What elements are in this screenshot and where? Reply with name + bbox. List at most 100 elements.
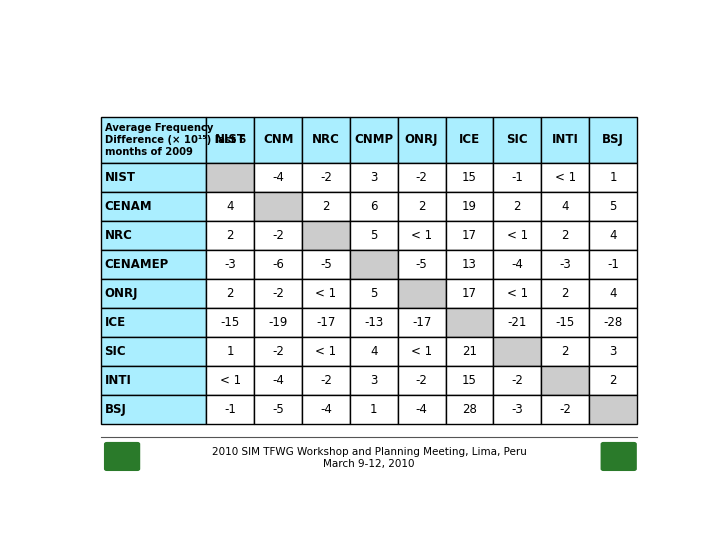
FancyBboxPatch shape (600, 442, 637, 471)
Text: 4: 4 (227, 200, 234, 213)
Bar (589, 221, 637, 251)
Text: Average Frequency
Difference (× 10¹⁵) last 6
months of 2009: Average Frequency Difference (× 10¹⁵) la… (104, 124, 246, 157)
Bar (493, 308, 541, 338)
Text: < 1: < 1 (411, 230, 432, 242)
Bar (254, 338, 302, 367)
Text: 4: 4 (609, 230, 616, 242)
Text: -2: -2 (272, 287, 284, 300)
Text: -4: -4 (272, 374, 284, 387)
Bar (350, 251, 397, 279)
Bar (397, 308, 446, 338)
Bar (350, 395, 397, 424)
Text: 3: 3 (609, 346, 616, 359)
Bar (350, 117, 397, 163)
Bar (254, 192, 302, 221)
Bar (446, 279, 493, 308)
Text: ONRJ: ONRJ (104, 287, 138, 300)
Bar (397, 117, 446, 163)
Text: -5: -5 (272, 403, 284, 416)
Text: -5: -5 (415, 258, 428, 271)
Bar (254, 251, 302, 279)
Text: -17: -17 (412, 316, 431, 329)
Text: 2: 2 (227, 287, 234, 300)
Text: BSJ: BSJ (104, 403, 127, 416)
Bar (302, 338, 350, 367)
Text: 2: 2 (562, 287, 569, 300)
Bar (254, 163, 302, 192)
Text: 1: 1 (227, 346, 234, 359)
Bar (397, 395, 446, 424)
Bar (350, 279, 397, 308)
Bar (541, 367, 589, 395)
Bar (101, 251, 207, 279)
Text: 4: 4 (562, 200, 569, 213)
Text: < 1: < 1 (507, 230, 528, 242)
Text: < 1: < 1 (507, 287, 528, 300)
Text: -19: -19 (269, 316, 288, 329)
Text: < 1: < 1 (220, 374, 241, 387)
Text: 3: 3 (370, 374, 377, 387)
Text: -2: -2 (320, 374, 332, 387)
Text: 3: 3 (370, 171, 377, 184)
Bar (350, 163, 397, 192)
Bar (589, 117, 637, 163)
Bar (397, 221, 446, 251)
Text: -3: -3 (225, 258, 236, 271)
Bar (446, 163, 493, 192)
Bar (302, 367, 350, 395)
Bar (493, 395, 541, 424)
Bar (493, 163, 541, 192)
Bar (589, 367, 637, 395)
Bar (541, 308, 589, 338)
Text: -2: -2 (415, 374, 428, 387)
Text: < 1: < 1 (411, 346, 432, 359)
Bar (446, 367, 493, 395)
Text: -17: -17 (316, 316, 336, 329)
Bar (254, 279, 302, 308)
Text: CENAMEP: CENAMEP (104, 258, 168, 271)
Text: 1: 1 (370, 403, 377, 416)
Bar (302, 117, 350, 163)
Text: -2: -2 (511, 374, 523, 387)
Bar (541, 192, 589, 221)
Text: NIST: NIST (215, 133, 246, 146)
Bar (101, 308, 207, 338)
Bar (541, 221, 589, 251)
Text: CNMP: CNMP (354, 133, 393, 146)
Bar (493, 192, 541, 221)
Text: -4: -4 (415, 403, 428, 416)
Text: -4: -4 (272, 171, 284, 184)
Bar (589, 395, 637, 424)
Text: -15: -15 (555, 316, 575, 329)
Text: SIC: SIC (104, 346, 126, 359)
Bar (446, 338, 493, 367)
Bar (350, 221, 397, 251)
Bar (101, 192, 207, 221)
Text: 17: 17 (462, 230, 477, 242)
Bar (541, 338, 589, 367)
Text: < 1: < 1 (315, 287, 336, 300)
Bar (207, 117, 254, 163)
Text: -1: -1 (511, 171, 523, 184)
Bar (350, 192, 397, 221)
Bar (493, 367, 541, 395)
Bar (254, 308, 302, 338)
Text: 21: 21 (462, 346, 477, 359)
Text: -28: -28 (603, 316, 623, 329)
Bar (207, 395, 254, 424)
Text: INTI: INTI (104, 374, 131, 387)
Bar (207, 279, 254, 308)
Text: -4: -4 (511, 258, 523, 271)
Bar (254, 221, 302, 251)
Bar (101, 338, 207, 367)
Bar (541, 279, 589, 308)
Text: < 1: < 1 (315, 346, 336, 359)
Text: 5: 5 (370, 230, 377, 242)
Text: 2: 2 (227, 230, 234, 242)
Bar (541, 163, 589, 192)
Bar (589, 251, 637, 279)
Text: -4: -4 (320, 403, 332, 416)
Text: -2: -2 (415, 171, 428, 184)
Text: 1: 1 (609, 171, 616, 184)
Text: -6: -6 (272, 258, 284, 271)
